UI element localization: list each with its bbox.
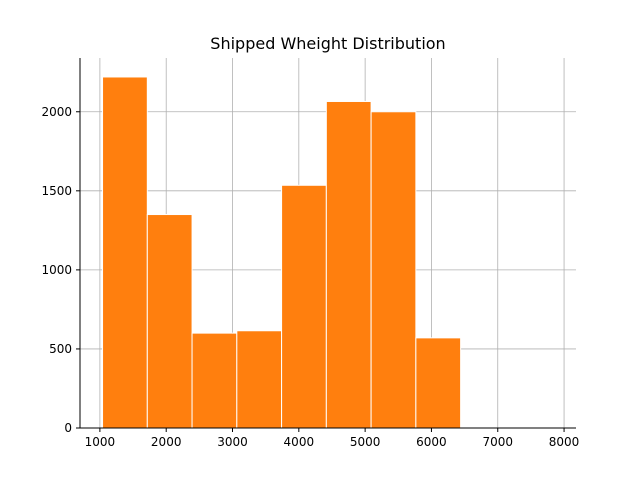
x-tick-label: 5000: [350, 435, 381, 449]
x-tick-label: 6000: [416, 435, 447, 449]
axes-layer: [79, 58, 576, 429]
y-tick-label: 1000: [41, 263, 72, 277]
ticks-layer: 1000 2000 3000 4000 5000 6000 7000 8000 0 500 1000…: [41, 105, 579, 449]
y-tick-label: 1500: [41, 184, 72, 198]
histogram-bar: [102, 76, 148, 429]
y-tick-label: 0: [64, 421, 72, 435]
histogram-bar: [325, 100, 372, 429]
histogram-bar: [191, 332, 238, 429]
x-tick-label: 4000: [284, 435, 315, 449]
histogram-bar: [370, 111, 417, 429]
x-tick-label: 3000: [217, 435, 248, 449]
chart-title: Shipped Wheight Distribution: [210, 34, 445, 53]
histogram-bar: [415, 337, 462, 429]
bars-layer: [102, 76, 462, 429]
histogram-bar: [236, 330, 283, 429]
x-tick-label: 2000: [151, 435, 182, 449]
x-tick-label: 7000: [482, 435, 513, 449]
x-tick-label: 1000: [85, 435, 116, 449]
x-tick-label: 8000: [549, 435, 580, 449]
y-tick-label: 500: [49, 342, 72, 356]
y-tick-label: 2000: [41, 105, 72, 119]
histogram-bar: [146, 214, 193, 429]
histogram-bar: [281, 184, 327, 429]
